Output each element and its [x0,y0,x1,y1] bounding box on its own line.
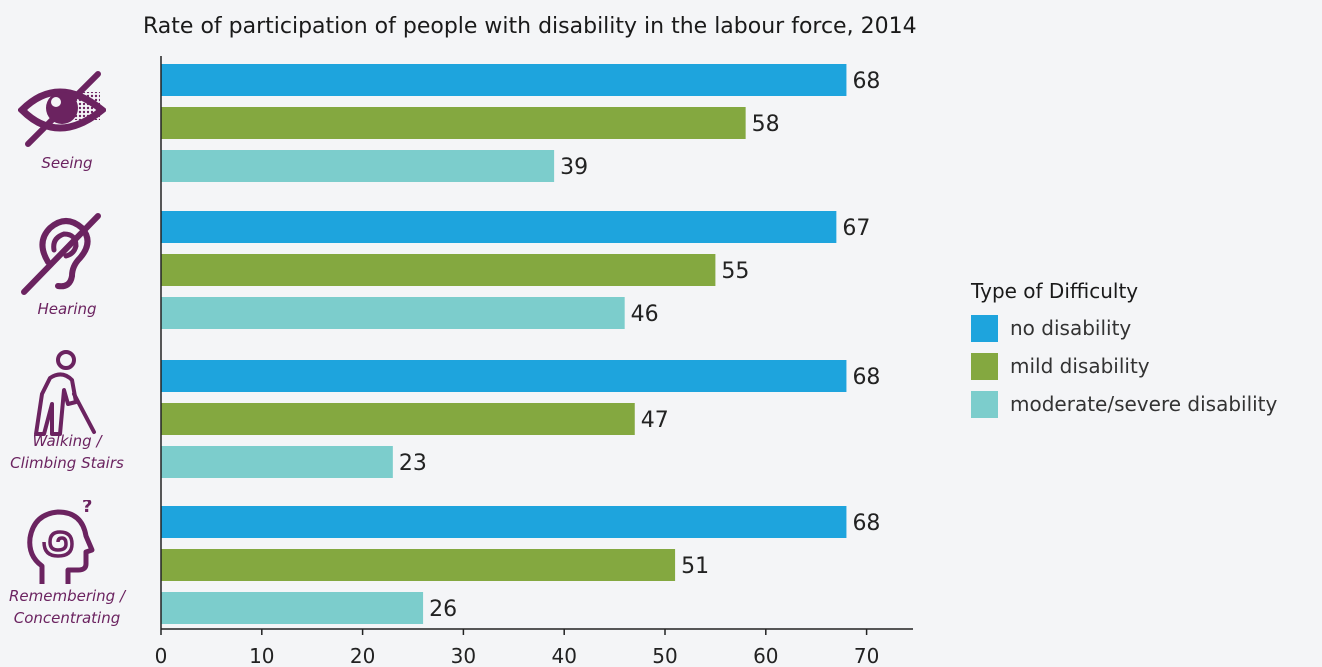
category-label-0: Seeing [0,152,147,174]
bar-2-2 [161,446,393,478]
bar-3-2 [161,592,424,624]
value-label-0-0: 68 [852,69,880,94]
bar-0-0 [161,64,847,96]
value-label-0-1: 58 [752,112,780,137]
svg-text:?: ? [82,500,92,517]
x-tick-label-2: 20 [350,644,375,667]
bar-1-0 [161,211,837,243]
x-tick-label-7: 70 [854,644,879,667]
value-label-3-0: 68 [852,511,880,536]
category-label-line: Concentrating [13,609,121,627]
category-label-3: Remembering / Concentrating [0,585,147,629]
x-tick-label-1: 10 [249,644,274,667]
value-label-2-0: 68 [852,365,880,390]
legend-label: no disability [1010,316,1132,340]
category-label-line: Remembering / [8,587,126,605]
legend-swatch [971,390,998,418]
category-label-1: Hearing [0,298,147,320]
legend-item-2: moderate/severe disability [971,385,1277,423]
value-label-3-2: 26 [429,597,457,622]
legend-title: Type of Difficulty [971,279,1139,303]
ear-slash-icon [21,213,101,295]
value-label-2-1: 47 [641,408,669,433]
bar-3-1 [161,549,676,581]
value-label-1-1: 55 [721,259,749,284]
x-tick-label-4: 40 [551,644,576,667]
legend-label: moderate/severe disability [1010,392,1278,416]
head-spiral-question-icon: ? [27,500,95,584]
value-label-1-2: 46 [631,302,659,327]
category-label-line: Walking / [32,432,102,450]
legend-swatch [971,352,998,380]
legend-item-1: mild disability [971,347,1277,385]
category-label-line: Hearing [37,300,97,318]
x-tick-label-0: 0 [155,644,168,667]
x-tick-label-3: 30 [451,644,476,667]
value-label-0-2: 39 [560,155,588,180]
bar-0-1 [161,107,746,139]
value-label-3-1: 51 [681,554,709,579]
bar-1-1 [161,254,716,286]
bar-3-0 [161,506,847,538]
legend: Type of Difficulty no disability mild dis… [971,279,1277,423]
category-label-2: Walking / Climbing Stairs [0,430,147,474]
bar-2-0 [161,360,847,392]
value-label-1-0: 67 [842,216,870,241]
legend-label: mild disability [1010,354,1150,378]
elderly-person-cane-icon [34,350,96,436]
x-tick-label-6: 60 [753,644,778,667]
eye-slash-icon [18,71,106,147]
chart-title: Rate of participation of people with dis… [143,14,917,39]
category-label-line: Climbing Stairs [10,454,124,472]
bar-2-1 [161,403,635,435]
category-label-line: Seeing [41,154,93,172]
x-tick-label-5: 50 [652,644,677,667]
bar-0-2 [161,150,555,182]
value-label-2-2: 23 [399,451,427,476]
bar-1-2 [161,297,625,329]
legend-swatch [971,314,998,342]
legend-item-0: no disability [971,309,1277,347]
